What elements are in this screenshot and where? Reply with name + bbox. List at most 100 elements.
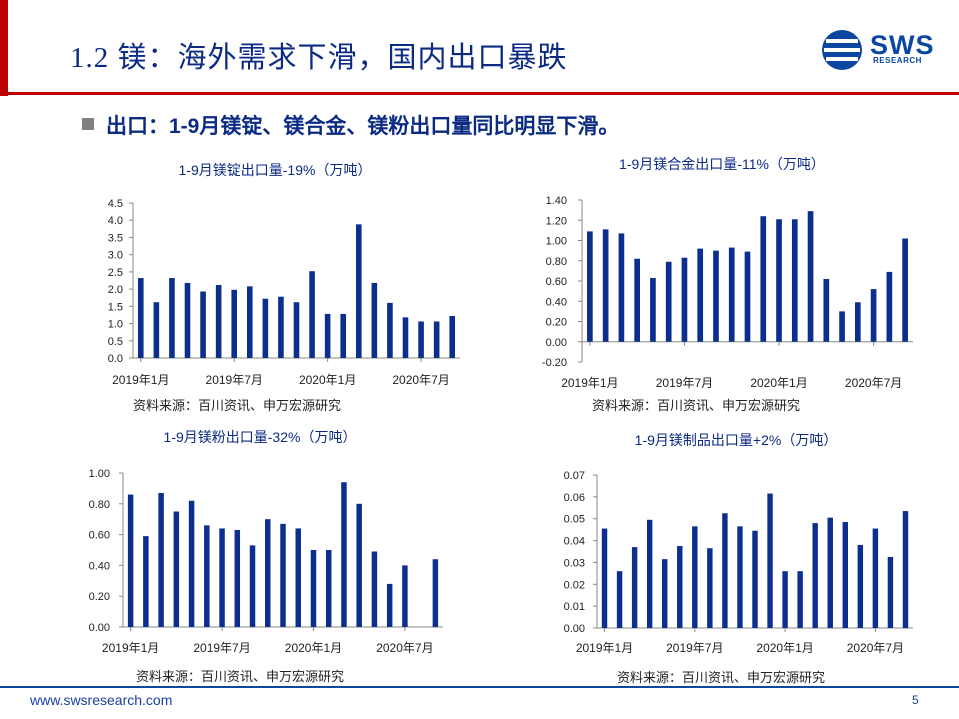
y-tick-label: 0.01 — [564, 601, 585, 613]
y-tick-label: 0.60 — [89, 530, 110, 542]
y-tick-label: 2.5 — [108, 267, 123, 279]
chart-title: 1-9月镁粉出口量-32%（万吨） — [164, 429, 357, 445]
footer-divider — [0, 686, 959, 688]
bar — [857, 544, 864, 628]
bar — [827, 517, 833, 628]
bar — [760, 216, 767, 342]
bar — [797, 571, 803, 628]
bar — [169, 278, 175, 358]
y-tick-label: 0.80 — [89, 499, 110, 511]
bar — [184, 282, 191, 358]
bar — [602, 229, 609, 342]
bar — [872, 528, 879, 628]
x-tick-label: 2020年7月 — [845, 376, 902, 390]
bar — [631, 547, 638, 628]
bar — [842, 521, 848, 628]
y-tick-label: 0.60 — [546, 276, 567, 288]
bar — [293, 302, 300, 358]
bar — [902, 511, 909, 628]
chart-title: 1-9月镁制品出口量+2%（万吨） — [635, 432, 838, 448]
bar — [433, 321, 440, 358]
y-tick-label: 1.20 — [546, 215, 567, 227]
bar — [870, 289, 877, 342]
y-tick-label: 3.0 — [108, 250, 123, 262]
y-tick-label: 0.80 — [546, 256, 567, 268]
x-tick-label: 2020年7月 — [847, 641, 904, 655]
bar — [713, 250, 719, 342]
bar — [262, 298, 269, 358]
bar — [839, 311, 845, 342]
y-tick-label: 0.07 — [564, 470, 585, 482]
x-tick-label: 2020年1月 — [299, 373, 356, 387]
y-tick-label: 0.02 — [564, 579, 585, 591]
bar — [697, 248, 704, 342]
bar — [371, 282, 378, 358]
bar — [807, 211, 814, 342]
chart-magnesium-ingot-exports: 1-9月镁锭出口量-19%（万吨） 0.0 0.5 1.0 1.5 2.0 2.5 3.0 3.… — [60, 155, 480, 395]
y-tick-label: 0.00 — [546, 337, 567, 349]
y-tick-label: 0.20 — [89, 591, 110, 603]
bar — [886, 271, 893, 342]
x-tick-label: 2019年1月 — [102, 641, 159, 655]
bar — [854, 302, 861, 342]
bar — [341, 482, 347, 627]
bar — [767, 493, 773, 628]
y-tick-label: 0.00 — [564, 623, 585, 635]
y-tick-label: 0.0 — [108, 353, 123, 365]
bar — [782, 571, 788, 628]
chart-magnesium-products-exports: 1-9月镁制品出口量+2%（万吨） 0.00 0.01 0.02 0.03 0.04 0.0… — [500, 428, 940, 663]
y-tick-label: 0.03 — [564, 557, 585, 569]
logo-subtext: RESEARCH — [873, 56, 922, 65]
bar — [791, 219, 798, 342]
slide-title: 1.2 镁：海外需求下滑，国内出口暴跌 — [70, 42, 568, 74]
bar — [215, 284, 222, 358]
bar — [246, 286, 253, 358]
square-bullet-icon — [82, 118, 94, 130]
bar — [737, 526, 743, 628]
bar — [634, 258, 641, 342]
y-tick-label: 0.05 — [564, 514, 585, 526]
bar — [752, 530, 758, 628]
bar — [200, 291, 206, 358]
x-tick-label: 2019年7月 — [656, 376, 713, 390]
x-tick-label: 2020年7月 — [376, 641, 433, 655]
section-subtitle: 出口：1-9月镁锭、镁合金、镁粉出口量同比明显下滑。 — [106, 115, 620, 138]
bar — [278, 296, 284, 358]
bar — [418, 321, 424, 358]
bar — [355, 224, 362, 358]
y-tick-label: 1.00 — [89, 468, 110, 480]
y-tick-label: 1.40 — [546, 195, 567, 207]
y-tick-label: 0.00 — [89, 622, 110, 634]
y-tick-label: 1.5 — [108, 301, 123, 313]
bar — [650, 277, 656, 342]
y-tick-label: 1.00 — [546, 236, 567, 248]
bar — [265, 519, 271, 627]
bar — [188, 500, 195, 627]
footer-url[interactable]: www.swsresearch.com — [30, 692, 173, 708]
bar — [137, 278, 144, 358]
bar — [204, 525, 210, 627]
bar — [744, 251, 751, 342]
y-tick-label: 4.5 — [108, 198, 123, 210]
bar — [309, 271, 315, 358]
bar — [707, 548, 713, 628]
bar — [681, 257, 688, 342]
bar — [677, 546, 683, 628]
source-note-2: 资料来源：百川资讯、申万宏源研究 — [592, 398, 801, 413]
bar — [153, 302, 160, 358]
y-tick-label: -0.20 — [542, 357, 567, 369]
bar — [728, 247, 735, 342]
bar — [127, 494, 134, 627]
x-tick-label: 2019年7月 — [193, 641, 250, 655]
chart-title: 1-9月镁锭出口量-19%（万吨） — [179, 162, 372, 178]
y-tick-label: 2.0 — [108, 284, 123, 296]
bar — [158, 493, 164, 627]
y-tick-label: 0.5 — [108, 336, 123, 348]
bar — [823, 278, 830, 342]
y-tick-label: 0.04 — [564, 536, 585, 548]
bar — [371, 551, 378, 627]
x-tick-label: 2020年1月 — [756, 641, 813, 655]
bar — [776, 219, 782, 342]
bar — [432, 559, 439, 627]
bar — [887, 556, 894, 628]
